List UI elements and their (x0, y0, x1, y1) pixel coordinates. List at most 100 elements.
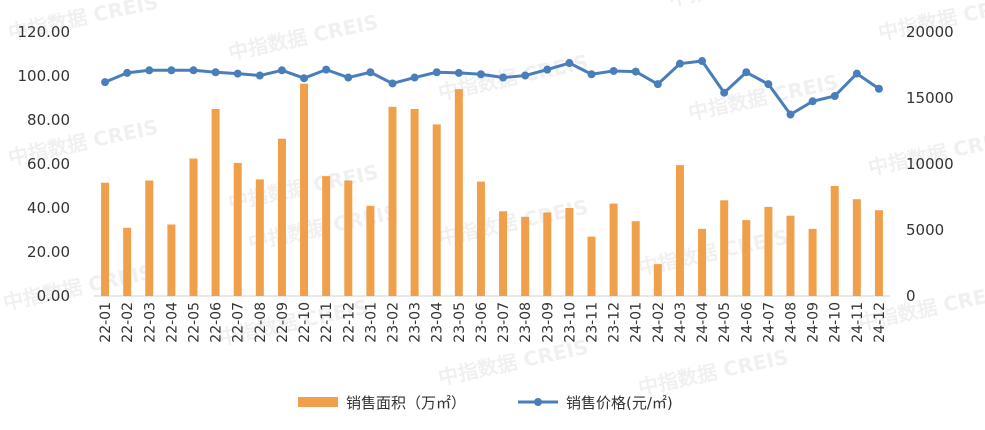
y-right-tick-label: 5000 (906, 221, 944, 239)
x-tick-label: 23-11 (585, 302, 601, 343)
bar (454, 89, 463, 296)
x-tick-label: 22-03 (142, 302, 158, 343)
line-point (255, 71, 264, 80)
bar (476, 181, 485, 296)
line-point (410, 73, 419, 82)
watermark-text: 中指数据 CREIS (686, 70, 840, 125)
x-tick-label: 23-01 (363, 302, 379, 343)
bar (145, 180, 154, 296)
line-point (521, 71, 530, 80)
x-tick-label: 22-04 (164, 302, 180, 343)
line-point (830, 92, 839, 101)
line-point (233, 69, 242, 78)
watermark-text: 中指数据 CREIS (666, 0, 820, 11)
bar-series (101, 83, 883, 297)
bar (167, 224, 176, 296)
bar (675, 165, 684, 296)
line-point (742, 68, 751, 77)
x-tick-label: 23-07 (496, 302, 512, 343)
line-point (609, 66, 618, 75)
x-tick-label: 24-09 (806, 302, 822, 343)
bar (521, 216, 530, 296)
bar (300, 83, 309, 296)
legend: 销售面积（万㎡） 销售价格(元/㎡) (298, 394, 673, 412)
line-point (476, 70, 485, 79)
line-point (101, 78, 110, 87)
x-tick-label: 22-08 (253, 302, 269, 343)
bar (366, 205, 375, 296)
line-point (189, 66, 198, 75)
x-tick-label: 23-02 (386, 302, 402, 343)
y-left-tick-label: 20.00 (27, 243, 70, 261)
y-left-tick-label: 120.00 (18, 23, 71, 41)
x-tick-label: 22-06 (209, 302, 225, 343)
x-tick-label: 22-07 (231, 302, 247, 343)
bar (720, 200, 729, 296)
y-left-tick-label: 100.00 (18, 67, 71, 85)
line-point (808, 97, 817, 106)
line-point (123, 68, 132, 77)
line-point (764, 80, 773, 89)
line-point (587, 70, 596, 79)
x-tick-label: 22-11 (319, 302, 335, 343)
line-point (211, 68, 220, 77)
x-tick-label: 22-01 (98, 302, 114, 343)
line-point (565, 59, 574, 68)
x-tick-label: 24-03 (673, 302, 689, 343)
legend-line-marker (534, 398, 542, 406)
watermark-text: 中指数据 CREIS (226, 10, 380, 65)
x-tick-label: 24-01 (629, 302, 645, 343)
y-right-tick-label: 15000 (906, 89, 954, 107)
x-tick-label: 22-05 (187, 302, 203, 343)
bar (499, 211, 508, 296)
bar (101, 182, 110, 296)
bar (653, 264, 662, 296)
line-point (653, 80, 662, 89)
bar (277, 138, 286, 296)
line-point (786, 110, 795, 119)
x-tick-label: 23-06 (474, 302, 490, 343)
bar (189, 158, 198, 296)
line-point (874, 84, 883, 93)
bar (432, 124, 441, 297)
bar (410, 109, 419, 296)
line-point (300, 74, 309, 83)
x-tick-label: 22-09 (275, 302, 291, 343)
line-point (852, 69, 861, 78)
bar (255, 179, 264, 296)
x-tick-label: 23-12 (607, 302, 623, 343)
line-point (432, 68, 441, 77)
line-point (698, 57, 707, 66)
bar (233, 162, 242, 296)
legend-line-label: 销售价格(元/㎡) (566, 394, 673, 412)
line-point (344, 73, 353, 82)
bar (852, 199, 861, 296)
line-point (720, 88, 729, 97)
x-tick-label: 22-02 (120, 302, 136, 343)
x-tick-label: 23-03 (408, 302, 424, 343)
line-point (388, 79, 397, 88)
line-point (322, 65, 331, 74)
bar (388, 106, 397, 296)
axes: 0.00 20.00 40.00 60.00 80.00 100.00 120.00 0 500… (18, 23, 954, 343)
line-point (167, 66, 176, 75)
bar (631, 221, 640, 296)
y-left-tick-label: 0.00 (37, 287, 70, 305)
line-point (366, 68, 375, 77)
y-left-tick-label: 80.00 (27, 111, 70, 129)
x-tick-label: 23-04 (430, 302, 446, 343)
y-left-tick-label: 60.00 (27, 155, 70, 173)
x-tick-label: 24-05 (717, 302, 733, 343)
x-tick-label: 23-05 (452, 302, 468, 343)
y-right-tick-label: 0 (906, 287, 916, 305)
watermark-text: 中指数据 CREIS (636, 345, 790, 400)
bar (211, 109, 220, 296)
x-tick-label: 23-10 (562, 302, 578, 343)
legend-bar-label: 销售面积（万㎡） (346, 394, 466, 412)
y-right-tick-label: 20000 (906, 23, 954, 41)
bar (587, 236, 596, 296)
x-tick-label: 24-06 (739, 302, 755, 343)
x-tick-label: 23-08 (518, 302, 534, 343)
